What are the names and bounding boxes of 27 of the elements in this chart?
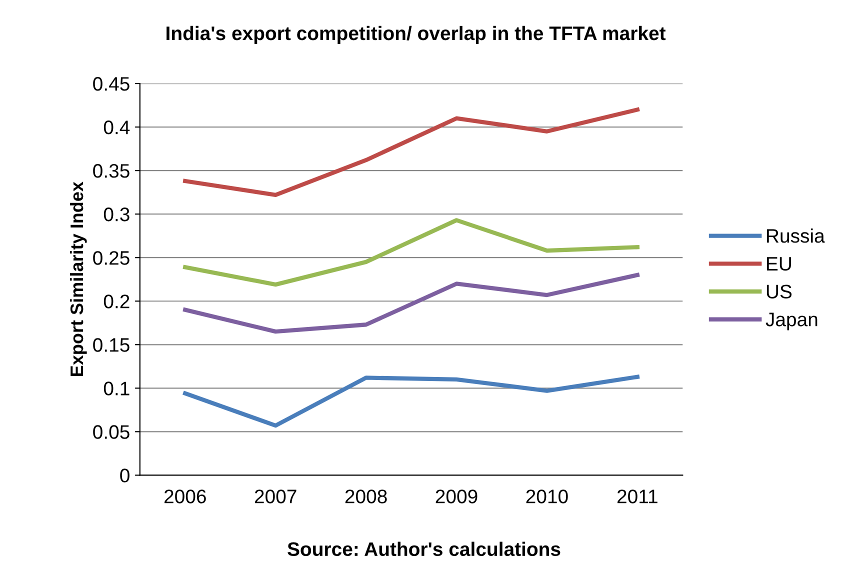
line-series [183, 218, 640, 287]
y-tick-label: 0 [120, 468, 130, 482]
y-tick-label: 0.4 [104, 120, 130, 134]
y-tick-label: 0.15 [93, 338, 130, 352]
y-tick-label: 0.45 [93, 76, 130, 91]
y-tick-label: 0.3 [104, 208, 130, 222]
source-note: Source: Author's calculations [288, 542, 560, 556]
line-series [183, 108, 640, 198]
x-tick-label: 2011 [617, 490, 658, 504]
x-tick-label: 2009 [436, 490, 478, 504]
y-tick-label: 0.05 [93, 425, 130, 439]
y-tick-label: 0.1 [104, 382, 130, 396]
y-tick-label: 0.35 [93, 164, 130, 178]
y-axis-title: Export Similarity Index [70, 182, 87, 376]
legend-label: Russia [767, 228, 825, 243]
legend-label: EU [767, 257, 791, 271]
y-tick-label: 0.25 [93, 251, 130, 265]
line-series [183, 374, 640, 428]
legend-label: US [766, 284, 792, 299]
legend-label: Japan [766, 312, 818, 330]
y-tick-label: 0.2 [104, 294, 130, 308]
x-tick-label: 2006 [164, 490, 206, 504]
x-tick-label: 2008 [345, 490, 387, 504]
line-series [183, 272, 640, 334]
x-tick-label: 2007 [254, 490, 296, 504]
x-tick-label: 2010 [526, 490, 568, 504]
chart-title: India's export competition/ overlap in the TFTA market [166, 26, 666, 44]
